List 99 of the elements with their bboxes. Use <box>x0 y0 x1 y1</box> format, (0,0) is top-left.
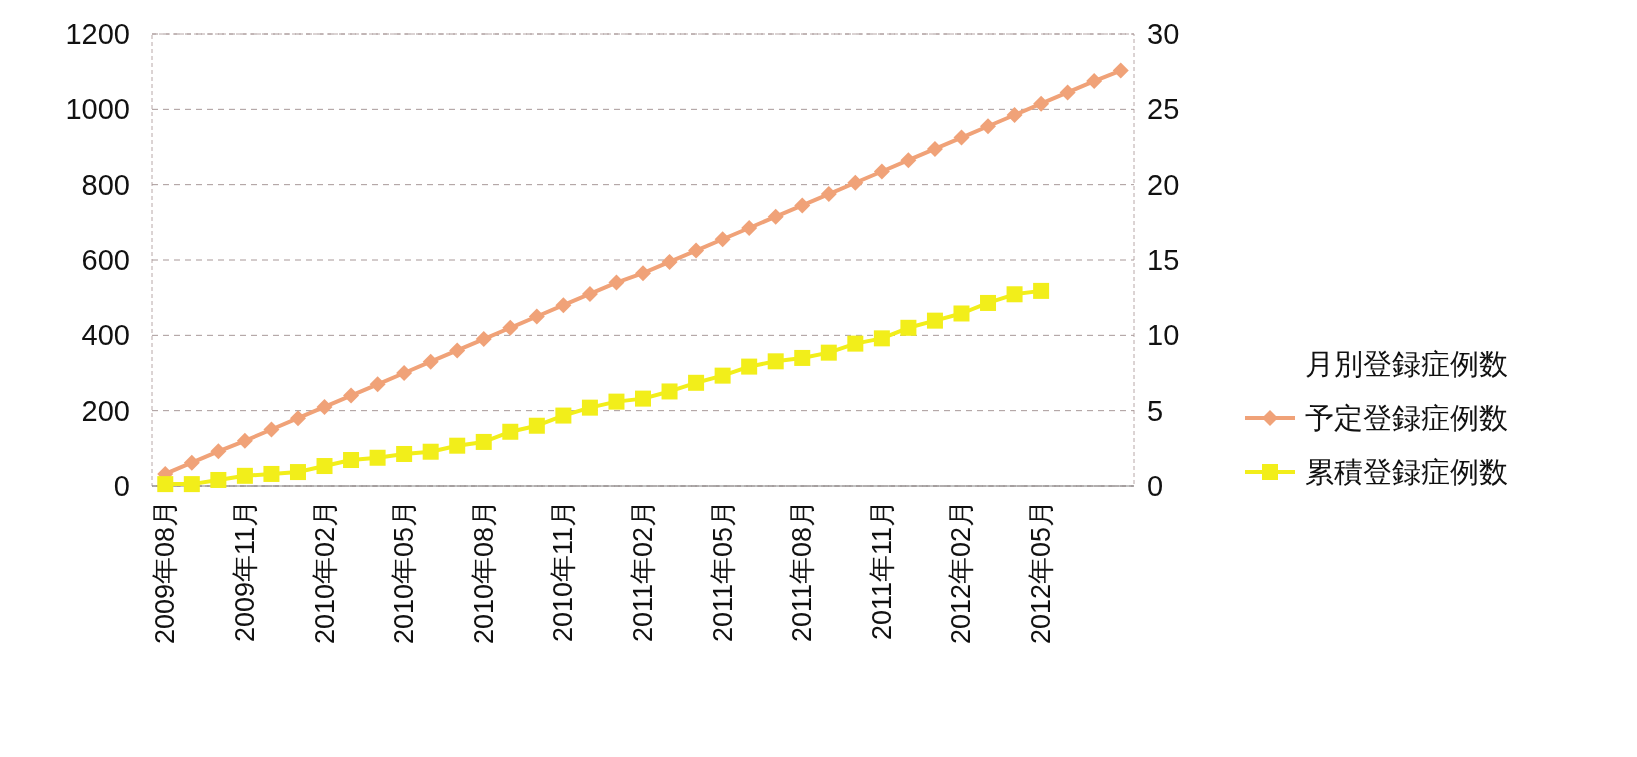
point <box>847 335 864 352</box>
y2-tick-label: 20 <box>1147 168 1180 201</box>
point <box>210 443 227 460</box>
point <box>581 285 598 302</box>
y-tick-label: 600 <box>81 244 130 276</box>
x-tick-label: 2012年02月 <box>946 500 977 645</box>
point <box>1033 95 1050 112</box>
y2-tick-label: 0 <box>1147 470 1164 502</box>
x-tick-label: 2011年08月 <box>787 500 818 643</box>
point <box>502 423 519 440</box>
point <box>236 467 253 484</box>
point <box>422 353 439 370</box>
legend-label: 累積登録症例数 <box>1305 456 1508 488</box>
point <box>581 399 598 416</box>
y-tick-label: 400 <box>81 319 130 352</box>
point <box>183 476 200 493</box>
point <box>1006 286 1023 303</box>
point <box>157 476 174 493</box>
point <box>343 452 360 469</box>
point <box>1006 106 1023 123</box>
x-tick-label: 2009年08月 <box>150 500 181 645</box>
y-tick-label: 200 <box>81 394 130 427</box>
point <box>316 398 333 415</box>
point <box>369 449 386 466</box>
y-tick-label: 1000 <box>65 93 130 126</box>
point <box>449 437 466 454</box>
point <box>555 407 572 424</box>
point <box>608 393 625 410</box>
point <box>210 471 227 488</box>
point <box>794 349 811 366</box>
y-tick-label: 0 <box>113 470 130 502</box>
point <box>980 294 997 311</box>
point <box>661 253 678 270</box>
point <box>661 383 678 400</box>
point <box>953 305 970 322</box>
point <box>926 140 943 157</box>
point <box>794 197 811 214</box>
point <box>1059 84 1076 101</box>
point <box>369 376 386 393</box>
point <box>555 297 572 314</box>
point <box>635 390 651 407</box>
point <box>741 219 758 236</box>
point <box>980 118 997 135</box>
point <box>396 365 413 381</box>
point <box>820 344 837 361</box>
point <box>741 358 758 375</box>
legend-label: 予定登録症例数 <box>1305 402 1508 434</box>
point <box>528 417 545 434</box>
point <box>263 465 280 482</box>
point <box>183 454 200 471</box>
x-tick-label: 2012年05月 <box>1026 500 1057 645</box>
point <box>289 464 306 481</box>
point <box>873 330 890 347</box>
y-tick-label: 800 <box>81 168 130 201</box>
point <box>953 129 970 146</box>
text: 月別登録症例数 <box>1305 348 1508 380</box>
point <box>449 342 466 359</box>
point <box>289 410 306 427</box>
x-tick-label: 2009年11月 <box>229 500 260 643</box>
point <box>236 432 253 449</box>
y2-tick-label: 5 <box>1147 394 1164 427</box>
point <box>422 443 439 460</box>
x-tick-label: 2010年08月 <box>468 500 499 645</box>
point <box>1112 62 1129 79</box>
point <box>767 208 784 225</box>
point <box>475 331 492 348</box>
point <box>900 152 917 169</box>
y2-tick-label: 30 <box>1147 18 1180 50</box>
y2-tick-label: 10 <box>1147 319 1180 352</box>
point <box>316 458 333 475</box>
point <box>635 265 651 282</box>
point <box>688 242 705 259</box>
point <box>528 308 545 325</box>
point <box>926 312 943 329</box>
point <box>263 421 280 438</box>
point <box>396 445 413 462</box>
point <box>873 163 890 180</box>
x-tick-label: 2011年02月 <box>628 500 658 643</box>
x-tick-label: 2010年05月 <box>389 500 420 645</box>
x-tick-label: 2010年02月 <box>309 500 340 645</box>
point <box>502 319 519 336</box>
point <box>767 353 784 370</box>
x-tick-label: 2010年11月 <box>548 500 579 643</box>
point <box>714 231 731 248</box>
point <box>900 319 917 336</box>
point <box>343 387 360 404</box>
point <box>714 367 731 384</box>
x-tick-label: 2011年11月 <box>866 500 897 641</box>
x-tick-label: 2011年05月 <box>707 500 738 643</box>
point <box>847 174 864 191</box>
point <box>1033 282 1050 299</box>
point <box>475 433 492 450</box>
y2-tick-label: 15 <box>1147 244 1180 276</box>
point <box>820 186 837 203</box>
point <box>608 274 625 291</box>
point <box>1086 73 1103 90</box>
point <box>688 374 705 391</box>
y-tick-label: 1200 <box>65 18 130 50</box>
y2-tick-label: 25 <box>1147 93 1180 126</box>
